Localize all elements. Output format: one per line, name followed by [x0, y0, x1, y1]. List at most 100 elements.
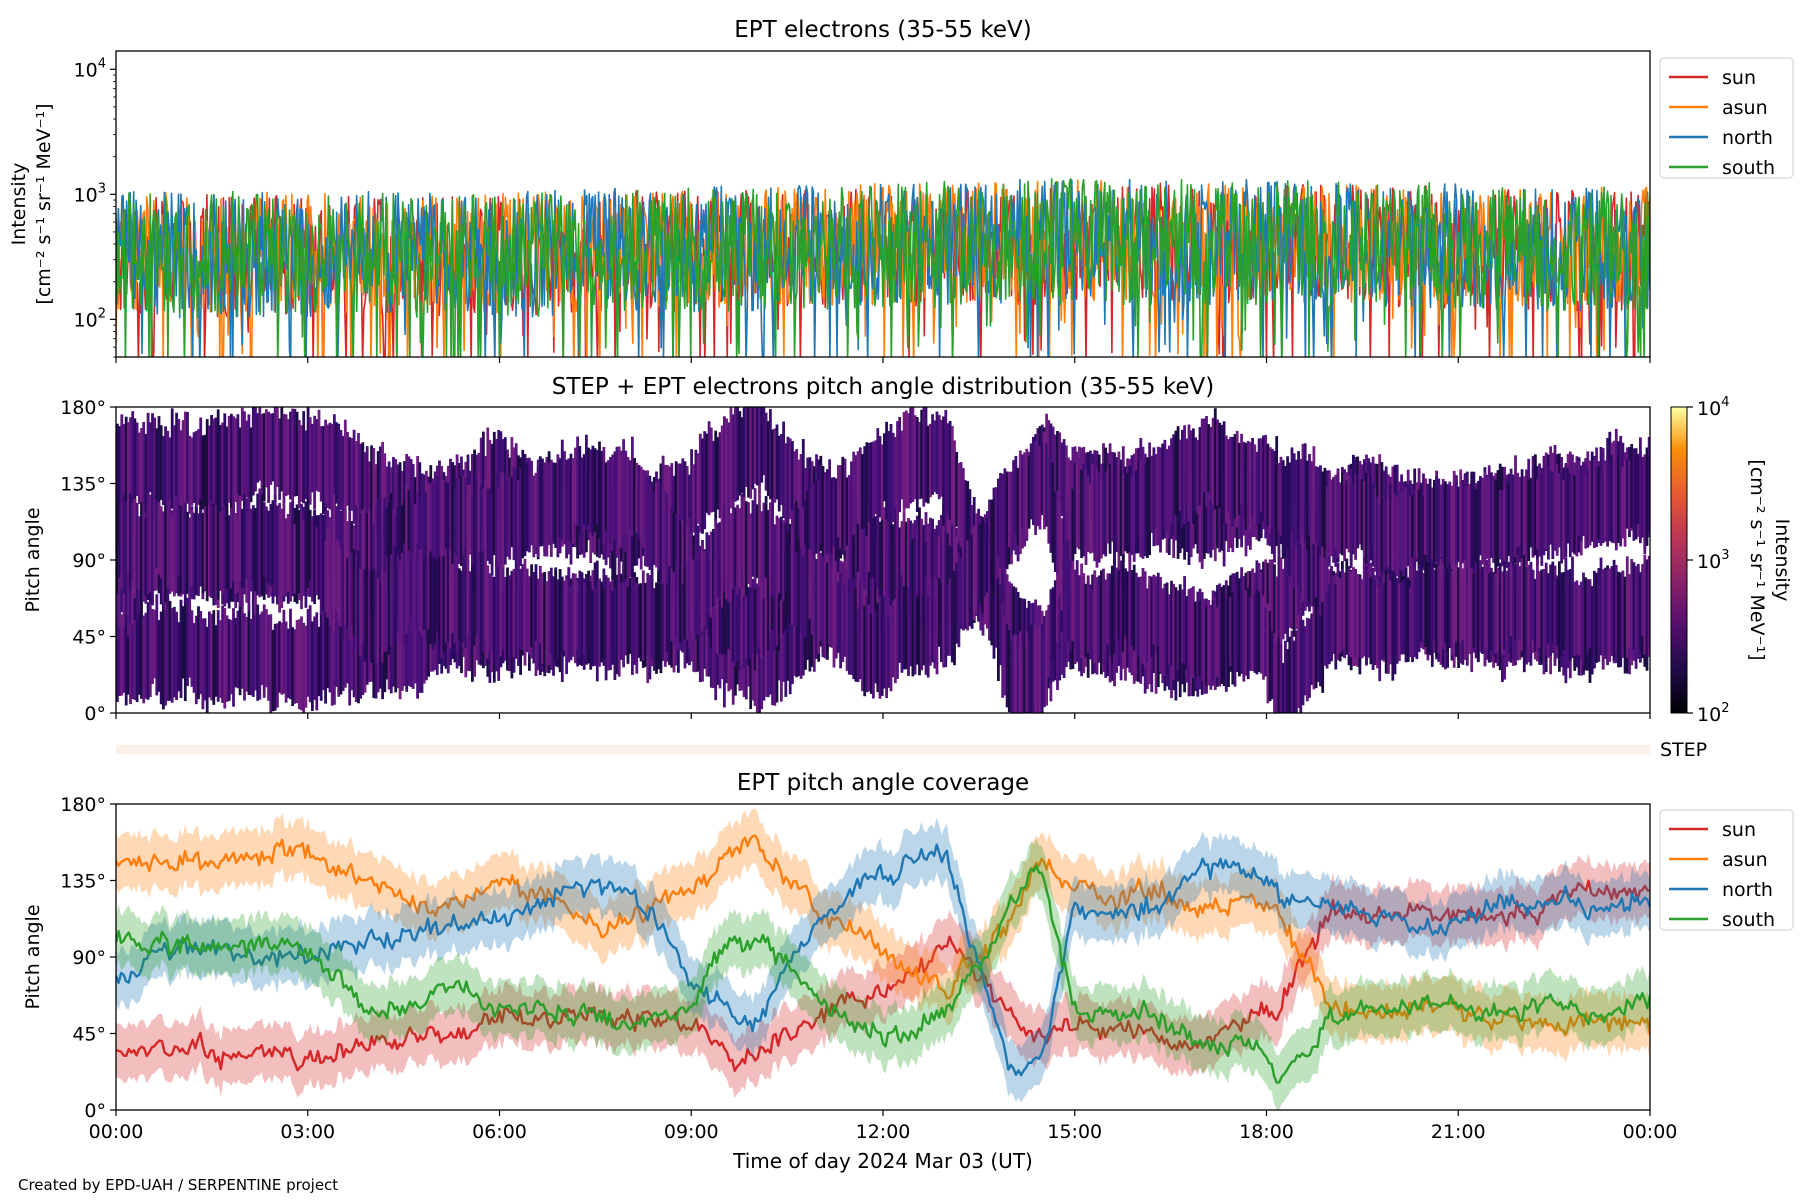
pad-cell: [799, 547, 803, 632]
pad-cell: [479, 552, 483, 651]
coverage-x-ticks: 00:00 03:00 06:00 09:00 12:00 15:00 18:00 21:00…: [89, 1110, 1677, 1143]
pad-cell: [999, 584, 1002, 666]
pad-cell: [293, 524, 297, 594]
pad-cell: [983, 521, 987, 597]
pad-cell: [933, 575, 937, 669]
pad-cell: [793, 451, 796, 529]
pad-cell: [260, 413, 264, 499]
pad-cell: [1623, 460, 1627, 547]
legend-label-south: south: [1722, 157, 1775, 179]
pad-cell: [468, 484, 472, 555]
pad-cell: [821, 556, 825, 658]
pad-cell: [1119, 471, 1123, 555]
pad-cell: [806, 491, 810, 564]
pad-cell: [411, 553, 415, 630]
pad-cell: [1146, 588, 1149, 663]
pad-cell: [120, 414, 124, 516]
pad-cell: [1319, 465, 1322, 556]
pad-cell: [942, 578, 945, 668]
pad-cell: [1165, 582, 1169, 674]
pad-cell: [1463, 476, 1467, 575]
pad-cell: [1207, 476, 1211, 554]
pad-cell: [420, 550, 424, 637]
pad-cell: [1007, 581, 1011, 653]
pad-cell: [192, 512, 196, 600]
pad-cell: [208, 505, 211, 597]
pad-cell: [265, 609, 268, 688]
pad-cell: [1084, 469, 1088, 565]
pad-cell: [519, 467, 522, 566]
pad-cell: [339, 430, 343, 510]
pad-cell: [317, 626, 321, 697]
pad-cell: [904, 410, 908, 509]
pad-cell: [683, 461, 687, 537]
intensity-y-label-line2: [cm⁻² s⁻¹ sr⁻¹ MeV⁻¹]: [33, 103, 55, 304]
pad-cell: [734, 507, 737, 587]
pad-cell: [1413, 489, 1417, 586]
pad-cell: [1222, 593, 1226, 687]
pad-cell: [1056, 607, 1059, 691]
pad-cell: [915, 526, 919, 612]
pad-cell: [1455, 475, 1458, 568]
pad-cell: [1183, 425, 1186, 525]
pad-cell: [291, 501, 295, 597]
pad-cell: [580, 572, 584, 666]
pad-cell: [175, 495, 178, 594]
pad-cell: [508, 476, 512, 560]
pad-cell: [517, 480, 520, 568]
pad-cell: [1465, 582, 1469, 662]
pad-cell: [1003, 468, 1007, 569]
pad-cell: [880, 444, 884, 521]
pad-cell: [350, 552, 354, 625]
pad-cell: [333, 531, 336, 634]
pad-cell: [1450, 485, 1454, 570]
pad-cell: [1170, 438, 1173, 524]
pad-cell: [1053, 434, 1057, 505]
pad-cell: [1301, 619, 1305, 706]
pad-cell: [243, 411, 246, 513]
pad-cell: [611, 591, 615, 665]
pad-cell: [503, 473, 507, 565]
pad-cell: [1082, 463, 1086, 557]
pad-cell: [446, 482, 450, 561]
pad-cell: [240, 508, 244, 589]
pad-cell: [133, 499, 137, 599]
pad-cell: [946, 423, 950, 516]
pad-cell: [821, 471, 825, 552]
pad-cell: [322, 514, 325, 612]
pad-cell: [598, 441, 601, 539]
pad-cell: [203, 434, 207, 514]
pad-cell: [1327, 584, 1331, 665]
pad-cell: [1132, 463, 1136, 562]
pad-cell: [762, 407, 766, 476]
pad-cell: [606, 460, 610, 552]
pad-cell: [330, 533, 334, 625]
pad-cell: [1378, 582, 1382, 682]
pad-cell: [392, 457, 395, 539]
pad-cell: [909, 407, 913, 504]
pad-cell: [1299, 459, 1303, 544]
pad-cell: [696, 600, 700, 672]
pad-cell: [1395, 578, 1399, 664]
pad-cell: [1005, 623, 1009, 708]
pad-cell: [300, 511, 303, 610]
pad-cell: [858, 603, 862, 680]
pad-cell: [560, 439, 564, 541]
pad-cell: [475, 564, 479, 635]
pad-cell: [1003, 616, 1007, 696]
pad-cell: [1373, 489, 1377, 572]
pad-cell: [431, 557, 435, 650]
pad-cell: [157, 416, 161, 512]
pad-cell: [273, 407, 277, 498]
pad-cell: [1511, 474, 1515, 563]
pad-cell: [422, 598, 426, 684]
pad-cell: [1347, 568, 1351, 656]
pad-cell: [1558, 561, 1561, 658]
pad-cell: [1630, 444, 1634, 528]
pad-cell: [657, 484, 661, 585]
pad-cell: [841, 456, 845, 550]
pad-cell: [545, 581, 549, 658]
pad-cell: [1544, 562, 1548, 656]
pad-cell: [799, 454, 803, 541]
pad-cell: [1216, 473, 1219, 549]
